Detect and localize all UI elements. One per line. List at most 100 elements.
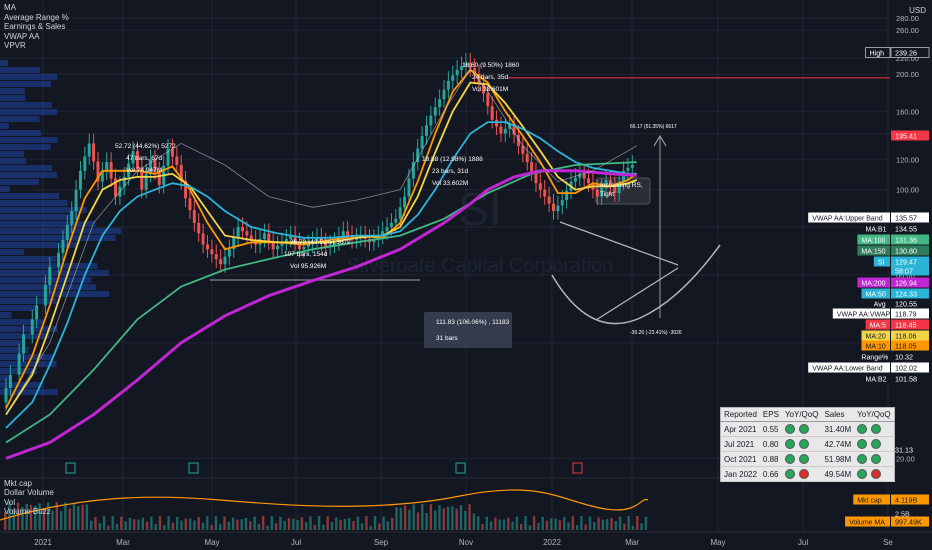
- volume-bar: [240, 519, 243, 530]
- volume-bar: [464, 510, 467, 530]
- volume-profile-bar: [0, 116, 40, 122]
- volume-bar: [150, 516, 153, 530]
- volume-bar: [270, 516, 273, 530]
- volume-indicator-vol[interactable]: Vol: [4, 497, 16, 507]
- earnings-eps: 0.55: [759, 421, 782, 437]
- candle-body: [595, 189, 599, 197]
- candle-body: [438, 99, 442, 108]
- volume-bar: [102, 516, 106, 530]
- candle-body: [525, 153, 529, 163]
- candle-body: [262, 233, 266, 239]
- volume-bar: [610, 517, 613, 530]
- candle-body: [613, 186, 617, 194]
- volume-bar: [34, 505, 37, 530]
- volume-label-name: Mkt cap: [857, 498, 882, 505]
- candle-body: [486, 93, 490, 107]
- price-label-box: [891, 256, 929, 267]
- candle-body: [210, 249, 214, 255]
- volume-bar: [81, 504, 84, 530]
- volume-bar: [502, 519, 506, 530]
- indicator-average-range[interactable]: Average Range %: [4, 12, 69, 22]
- earnings-eps-growth: [781, 451, 822, 467]
- mkt-cap-line: [0, 489, 649, 521]
- candle-body: [241, 226, 245, 232]
- annotation-label: Vol 28.601M: [472, 86, 508, 93]
- volume-bar: [575, 525, 579, 530]
- candle-body: [587, 178, 591, 184]
- earnings-sales-growth: [854, 421, 895, 437]
- volume-profile-bar: [0, 319, 43, 325]
- volume-profile-bar: [0, 270, 109, 276]
- volume-profile-bar: [0, 214, 80, 220]
- series-ma-10: [5, 68, 638, 409]
- earnings-eps-growth: [781, 421, 822, 437]
- candle-body: [149, 159, 153, 174]
- candle-body: [429, 115, 433, 126]
- volume-indicator-mkt-cap[interactable]: Mkt cap: [4, 479, 33, 488]
- price-label-value: 118.45: [895, 321, 916, 330]
- candle-body: [630, 164, 634, 168]
- volume-bar: [429, 504, 433, 530]
- volume-indicator-buzz[interactable]: Volume Buzz: [4, 507, 51, 517]
- header-eps: EPS: [759, 407, 782, 422]
- volume-bar: [313, 524, 316, 530]
- header-sales-yoy: YoY/QoQ: [854, 407, 895, 422]
- indicator-ma[interactable]: MA: [4, 3, 16, 12]
- indicator-vwap-aa[interactable]: VWAP AA: [4, 31, 40, 41]
- candle-body: [144, 173, 148, 190]
- candle-body: [8, 374, 12, 388]
- candle-body: [293, 235, 297, 243]
- price-label-box: [891, 351, 929, 362]
- time-tick-label: Sep: [374, 538, 389, 547]
- volume-bar: [141, 517, 144, 530]
- earnings-header-row: Reported EPS YoY/QoQ Sales YoY/QoQ: [720, 407, 895, 422]
- annotation-label: 23 bars, 31d: [432, 168, 469, 175]
- price-label-value: 195.41: [895, 132, 917, 141]
- earnings-sales: 51.98M: [821, 451, 855, 467]
- time-axis[interactable]: 2021 Mar May Jul Sep Nov 2022 Mar May Jul Se: [0, 531, 932, 547]
- indicator-vpvr[interactable]: VPVR: [4, 41, 26, 51]
- watermark-company: Silvergate Capital Corporation: [347, 255, 614, 277]
- volume-bar: [296, 520, 299, 530]
- volume-bar: [38, 503, 41, 530]
- growth-up-icon: [784, 469, 795, 479]
- price-label-name-box: [873, 256, 890, 267]
- price-label-value: 31.13: [895, 446, 913, 455]
- volume-bar: [128, 517, 132, 530]
- volume-label-box: [891, 508, 929, 519]
- annotation-label: 52.72 (44.62%) 5272: [115, 143, 176, 150]
- volume-bar: [94, 516, 97, 530]
- candle-body: [205, 244, 209, 250]
- candle-body: [319, 237, 323, 243]
- volume-bar: [386, 521, 390, 530]
- candle-body: [538, 183, 542, 190]
- indicator-earnings-sales[interactable]: Earnings & Sales: [4, 22, 66, 32]
- candle-body: [530, 162, 534, 173]
- volume-indicator-dollar-volume[interactable]: Dollar Volume: [4, 488, 54, 498]
- candle-body: [83, 156, 87, 171]
- candle-body: [573, 177, 577, 182]
- candle-body: [556, 205, 560, 212]
- growth-down-icon: [871, 469, 882, 479]
- price-label-value: 101.58: [895, 375, 917, 384]
- price-tick-label: 100.00: [896, 186, 919, 195]
- volume-bar: [606, 519, 609, 530]
- volume-profile-bar: [0, 221, 96, 227]
- volume-bar: [85, 504, 89, 530]
- volume-bar: [593, 521, 596, 530]
- time-tick-label: Mar: [116, 538, 130, 547]
- volume-profile-bar: [0, 326, 58, 332]
- volume-bar: [446, 506, 450, 530]
- volume-profile-bar: [0, 298, 57, 304]
- candle-body: [22, 334, 26, 354]
- volume-bar: [335, 517, 338, 530]
- candle-body: [442, 89, 446, 100]
- price-label-name: Range%: [861, 355, 888, 362]
- volume-profile-bar: [0, 312, 12, 318]
- price-label-name: MA:10: [866, 344, 886, 351]
- candle-body: [324, 242, 328, 247]
- candle-body: [74, 189, 78, 212]
- volume-bar: [262, 516, 265, 530]
- earnings-marker: [65, 462, 76, 474]
